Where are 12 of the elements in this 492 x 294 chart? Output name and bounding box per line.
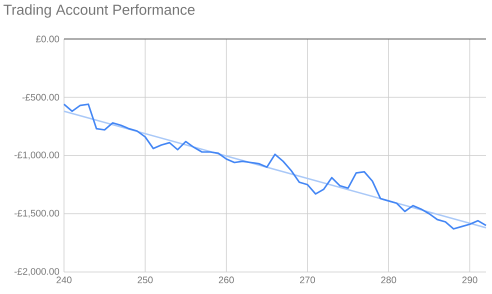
- chart-title: Trading Account Performance: [4, 4, 195, 18]
- y-tick-label: -£1,500.00: [14, 210, 60, 218]
- y-tick-label: -£500.00: [22, 94, 60, 101]
- x-tick-label: 260: [218, 276, 234, 284]
- x-tick-label: 250: [138, 276, 153, 284]
- y-tick-label: £0.00: [36, 36, 60, 42]
- y-tick-label: -£1,000.00: [14, 152, 60, 160]
- y-tick-label: -£2,000.00: [14, 268, 60, 276]
- x-tick-label: 240: [56, 276, 72, 284]
- x-tick-label: 280: [381, 276, 396, 284]
- x-tick-label: 290: [462, 276, 478, 284]
- x-tick-label: 270: [300, 276, 316, 284]
